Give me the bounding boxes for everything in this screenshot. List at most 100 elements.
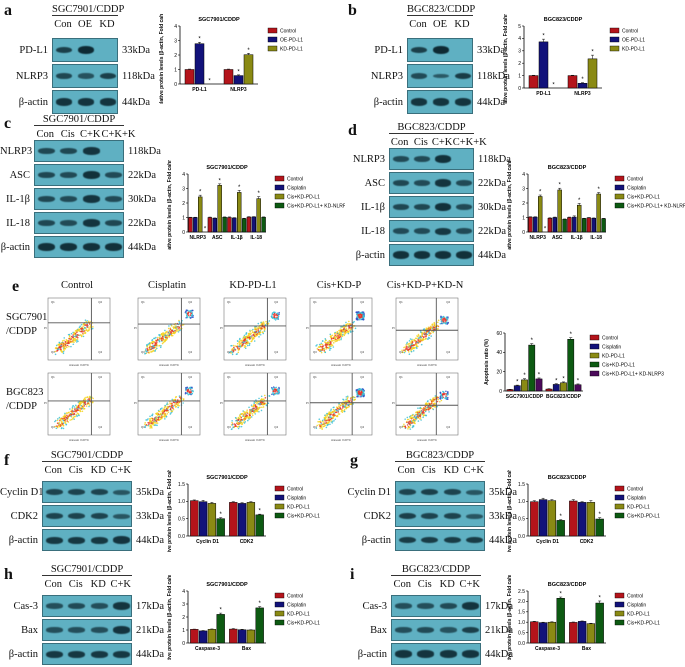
event-dot (174, 404, 176, 407)
significance-star: * (599, 512, 602, 518)
event-dot (58, 416, 61, 419)
event-dot (54, 425, 57, 428)
event-dot (442, 390, 444, 393)
event-dot (89, 397, 92, 400)
protein-band (413, 228, 430, 234)
event-dot (359, 313, 362, 316)
event-dot (76, 339, 78, 342)
protein-band (417, 603, 435, 609)
y-tick-label: 0 (522, 230, 525, 236)
event-dot (231, 421, 233, 424)
event-dot (324, 338, 327, 340)
event-dot (74, 337, 76, 340)
event-dot (414, 346, 417, 349)
event-dot (170, 334, 173, 337)
legend-label: Control (627, 487, 643, 493)
quadrant-label: Q1 (141, 375, 145, 379)
event-dot (357, 314, 360, 317)
protein-band (456, 204, 473, 210)
protein-band (417, 627, 435, 633)
lane-label: Con (36, 129, 54, 140)
event-dot (406, 416, 409, 419)
y-tick-label: 1 (182, 628, 185, 634)
legend-label: Cis+KD-PD-L1 (602, 363, 635, 369)
event-dot (243, 346, 246, 349)
event-dot (250, 416, 253, 418)
event-dot (85, 328, 88, 331)
blot-title: SGC7901/CDDP (42, 450, 132, 462)
lane-label: Con (397, 465, 415, 476)
event-dot (403, 349, 405, 351)
event-dot (152, 419, 154, 422)
quadrant-label: Q3 (51, 350, 55, 354)
legend-label: Control (287, 594, 303, 600)
event-dot (256, 407, 259, 409)
legend-label: Cisplatin (627, 496, 646, 502)
significance-star: * (539, 190, 542, 196)
event-dot (62, 427, 65, 430)
event-dot (406, 418, 409, 421)
category-label: IL-1β (571, 235, 583, 241)
event-dot (153, 347, 156, 349)
event-dot (233, 346, 235, 349)
event-dot (419, 406, 422, 409)
event-dot (230, 350, 233, 353)
legend-label: OE-PD-L1 (622, 38, 645, 44)
y-tick-label: 1.0 (518, 620, 525, 626)
lane-label: KD (439, 579, 455, 590)
y-axis-label: PI (134, 401, 137, 405)
event-dot (432, 399, 434, 401)
blot-membrane (389, 172, 474, 194)
protein-band (392, 251, 409, 259)
y-tick-label: 1.5 (178, 482, 185, 488)
protein-band (432, 98, 450, 106)
panel-letter-g: g (350, 452, 358, 469)
event-dot (178, 395, 181, 397)
event-dot (418, 414, 421, 417)
event-dot (415, 340, 418, 343)
event-dot (343, 326, 346, 329)
event-dot (72, 335, 75, 338)
event-dot (322, 422, 325, 424)
event-dot (186, 390, 189, 393)
event-dot (242, 415, 245, 417)
event-dot (404, 348, 407, 350)
category-label: CDK2 (580, 539, 594, 545)
event-dot (177, 406, 179, 409)
event-dot (352, 321, 355, 324)
significance-star: * (578, 198, 581, 204)
event-dot (61, 351, 63, 354)
legend-swatch (589, 334, 600, 341)
event-dot (320, 348, 323, 351)
event-dot (67, 421, 70, 423)
event-dot (355, 389, 358, 391)
legend-label: Cis+KD-PD-L1 (627, 514, 660, 520)
event-dot (148, 348, 151, 350)
event-dot (256, 401, 259, 403)
event-dot (332, 339, 334, 342)
event-dot (343, 408, 346, 411)
significance-star: * (555, 378, 558, 384)
blot-row: NLRP3 118kDa (345, 148, 511, 170)
event-dot (348, 327, 351, 329)
event-dot (238, 425, 241, 428)
event-dot (346, 397, 349, 400)
event-dot (78, 329, 80, 332)
event-dot (416, 414, 419, 416)
molecular-weight-label: 118kDa (122, 70, 155, 82)
event-dot (69, 419, 71, 421)
protein-band (90, 512, 108, 520)
event-dot (66, 418, 69, 421)
event-dot (447, 393, 449, 396)
event-dot (262, 406, 265, 408)
event-dot (336, 406, 339, 409)
event-dot (358, 318, 360, 320)
event-dot (159, 338, 162, 340)
event-dot (273, 393, 276, 396)
event-dot (248, 406, 250, 409)
event-dot (151, 342, 154, 345)
quadrant-label: Q4 (188, 425, 192, 429)
category-label: NLRP3 (530, 235, 547, 241)
event-dot (324, 351, 327, 354)
quadrant-label: Q3 (399, 350, 403, 354)
